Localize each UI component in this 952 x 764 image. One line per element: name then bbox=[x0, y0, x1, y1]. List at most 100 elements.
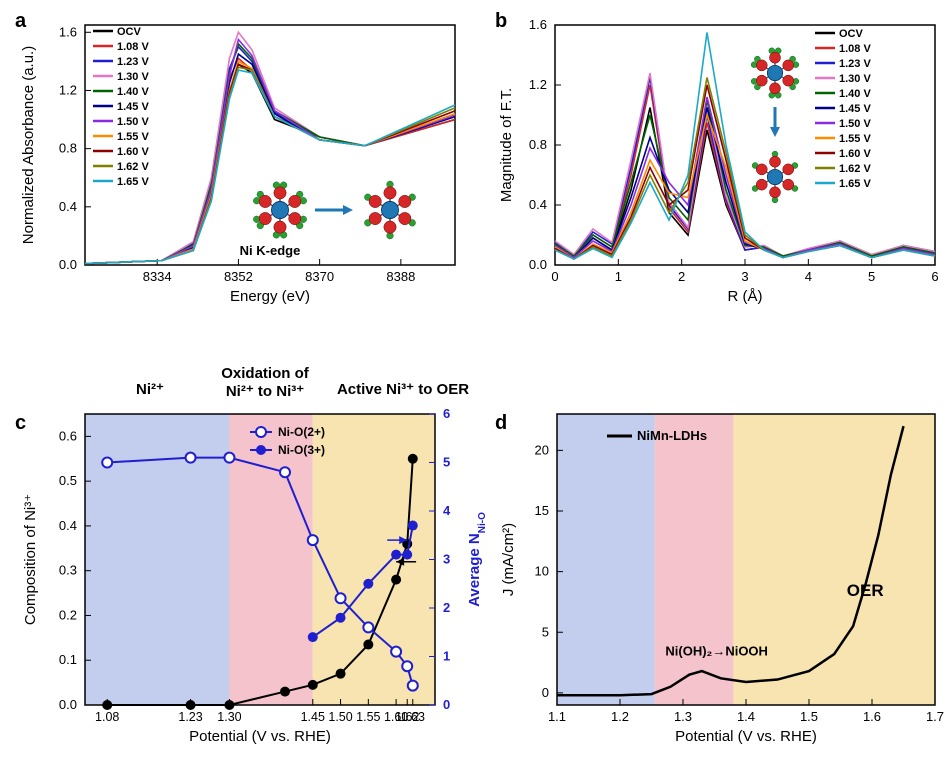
svg-text:Ni(OH)₂→NiOOH: Ni(OH)₂→NiOOH bbox=[665, 643, 768, 658]
svg-text:Composition of Ni³⁺: Composition of Ni³⁺ bbox=[22, 494, 39, 625]
panel-d: d 1.11.21.31.41.51.61.705101520Potential… bbox=[495, 400, 945, 750]
svg-text:8334: 8334 bbox=[143, 269, 172, 284]
svg-text:0.8: 0.8 bbox=[529, 137, 547, 152]
svg-text:8352: 8352 bbox=[224, 269, 253, 284]
svg-text:1.23 V: 1.23 V bbox=[117, 56, 149, 68]
svg-text:OCV: OCV bbox=[839, 28, 864, 40]
region-label-oxidation: Oxidation of Ni²⁺ to Ni³⁺ bbox=[200, 365, 330, 400]
svg-text:0: 0 bbox=[551, 269, 558, 284]
svg-text:1.40 V: 1.40 V bbox=[839, 88, 871, 100]
svg-text:1.2: 1.2 bbox=[529, 77, 547, 92]
svg-text:Energy (eV): Energy (eV) bbox=[230, 288, 310, 305]
svg-text:5: 5 bbox=[443, 455, 450, 470]
svg-text:J (mA/cm²): J (mA/cm²) bbox=[500, 523, 517, 596]
svg-text:8370: 8370 bbox=[305, 269, 334, 284]
panel-a-label: a bbox=[15, 10, 26, 33]
svg-text:0.6: 0.6 bbox=[59, 428, 77, 443]
svg-text:6: 6 bbox=[443, 406, 450, 421]
svg-text:3: 3 bbox=[443, 552, 450, 567]
svg-text:2: 2 bbox=[443, 600, 450, 615]
svg-text:1.65 V: 1.65 V bbox=[117, 176, 149, 188]
svg-text:OER: OER bbox=[847, 581, 884, 600]
svg-text:5: 5 bbox=[542, 624, 549, 639]
svg-text:1.55 V: 1.55 V bbox=[117, 131, 149, 143]
svg-text:0.0: 0.0 bbox=[59, 697, 77, 712]
svg-text:4: 4 bbox=[805, 269, 812, 284]
svg-text:0: 0 bbox=[542, 685, 549, 700]
svg-text:Magnitude of F.T.: Magnitude of F.T. bbox=[498, 88, 515, 202]
svg-text:1.50: 1.50 bbox=[328, 710, 352, 724]
panel-c: c 1.081.231.301.451.501.551.601.621.630.… bbox=[15, 400, 485, 750]
svg-text:3: 3 bbox=[741, 269, 748, 284]
svg-text:1.65 V: 1.65 V bbox=[839, 178, 871, 190]
svg-text:1.6: 1.6 bbox=[529, 17, 547, 32]
svg-text:R (Å): R (Å) bbox=[728, 288, 763, 305]
svg-text:1.60 V: 1.60 V bbox=[839, 148, 871, 160]
svg-text:0.3: 0.3 bbox=[59, 563, 77, 578]
svg-text:0.5: 0.5 bbox=[59, 473, 77, 488]
svg-text:1.1: 1.1 bbox=[548, 709, 566, 724]
svg-text:0.1: 0.1 bbox=[59, 652, 77, 667]
svg-text:10: 10 bbox=[535, 564, 549, 579]
panel-a-chart: 8334 8352 8370 8388 0.0 0.4 0.8 1.2 1.6 Energy (e… bbox=[15, 10, 465, 310]
svg-text:1.2: 1.2 bbox=[611, 709, 629, 724]
svg-text:Ni K-edge: Ni K-edge bbox=[240, 243, 301, 258]
figure-container: a 8334 8352 8370 8388 0.0 0.4 0.8 1.2 1.6 Energy … bbox=[0, 0, 952, 764]
panel-d-chart: 1.11.21.31.41.51.61.705101520Potential (… bbox=[495, 400, 945, 750]
region-label-active: Active Ni³⁺ to OER bbox=[318, 380, 488, 398]
svg-text:1.30 V: 1.30 V bbox=[839, 73, 871, 85]
svg-text:0.0: 0.0 bbox=[59, 257, 77, 272]
svg-text:1.23: 1.23 bbox=[178, 710, 202, 724]
svg-text:20: 20 bbox=[535, 442, 549, 457]
svg-text:1.55: 1.55 bbox=[356, 710, 380, 724]
panel-a: a 8334 8352 8370 8388 0.0 0.4 0.8 1.2 1.6 Energy … bbox=[15, 10, 465, 310]
svg-text:1.30: 1.30 bbox=[217, 710, 241, 724]
svg-text:1.6: 1.6 bbox=[863, 709, 881, 724]
svg-text:0.4: 0.4 bbox=[59, 199, 77, 214]
panel-b-chart: 01234560.00.40.81.21.6R (Å)Magnitude of … bbox=[495, 10, 945, 310]
svg-text:1.4: 1.4 bbox=[737, 709, 755, 724]
svg-text:0.8: 0.8 bbox=[59, 141, 77, 156]
svg-text:1.08 V: 1.08 V bbox=[839, 43, 871, 55]
svg-text:4: 4 bbox=[443, 503, 451, 518]
svg-text:1.50 V: 1.50 V bbox=[839, 118, 871, 130]
svg-text:1.60 V: 1.60 V bbox=[117, 146, 149, 158]
svg-text:1.45 V: 1.45 V bbox=[839, 103, 871, 115]
svg-text:1.2: 1.2 bbox=[59, 82, 77, 97]
svg-text:1.30 V: 1.30 V bbox=[117, 71, 149, 83]
svg-text:8388: 8388 bbox=[386, 269, 415, 284]
svg-text:0: 0 bbox=[443, 697, 450, 712]
svg-text:NiMn-LDHs: NiMn-LDHs bbox=[637, 428, 707, 443]
svg-text:1: 1 bbox=[615, 269, 622, 284]
svg-text:1.7: 1.7 bbox=[926, 709, 944, 724]
svg-text:Ni-O(2+): Ni-O(2+) bbox=[278, 425, 325, 439]
svg-text:0.2: 0.2 bbox=[59, 607, 77, 622]
svg-text:1.08: 1.08 bbox=[95, 710, 119, 724]
svg-text:1.62 V: 1.62 V bbox=[839, 163, 871, 175]
panel-c-label: c bbox=[15, 412, 26, 435]
region-label-ni2: Ni²⁺ bbox=[105, 380, 195, 398]
svg-text:1: 1 bbox=[443, 649, 450, 664]
svg-text:1.55 V: 1.55 V bbox=[839, 133, 871, 145]
panel-c-chart: 1.081.231.301.451.501.551.601.621.630.00… bbox=[15, 400, 485, 750]
panel-d-label: d bbox=[495, 412, 507, 435]
svg-text:1.63: 1.63 bbox=[401, 710, 425, 724]
svg-text:1.50 V: 1.50 V bbox=[117, 116, 149, 128]
svg-text:0.4: 0.4 bbox=[529, 197, 547, 212]
svg-text:1.45: 1.45 bbox=[301, 710, 325, 724]
svg-text:1.6: 1.6 bbox=[59, 24, 77, 39]
svg-text:1.5: 1.5 bbox=[800, 709, 818, 724]
svg-text:2: 2 bbox=[678, 269, 685, 284]
svg-text:Normalized Absorbance (a.u.): Normalized Absorbance (a.u.) bbox=[20, 46, 37, 244]
svg-text:1.23 V: 1.23 V bbox=[839, 58, 871, 70]
svg-text:0.4: 0.4 bbox=[59, 518, 77, 533]
svg-text:Potential (V vs. RHE): Potential (V vs. RHE) bbox=[189, 728, 331, 745]
svg-text:Ni-O(3+): Ni-O(3+) bbox=[278, 443, 325, 457]
svg-text:OCV: OCV bbox=[117, 26, 142, 38]
svg-text:Average NNi-O: Average NNi-O bbox=[466, 512, 488, 607]
svg-text:0.0: 0.0 bbox=[529, 257, 547, 272]
svg-text:Potential (V vs. RHE): Potential (V vs. RHE) bbox=[675, 728, 817, 745]
panel-b: b 01234560.00.40.81.21.6R (Å)Magnitude o… bbox=[495, 10, 945, 310]
svg-text:15: 15 bbox=[535, 503, 549, 518]
svg-text:6: 6 bbox=[931, 269, 938, 284]
